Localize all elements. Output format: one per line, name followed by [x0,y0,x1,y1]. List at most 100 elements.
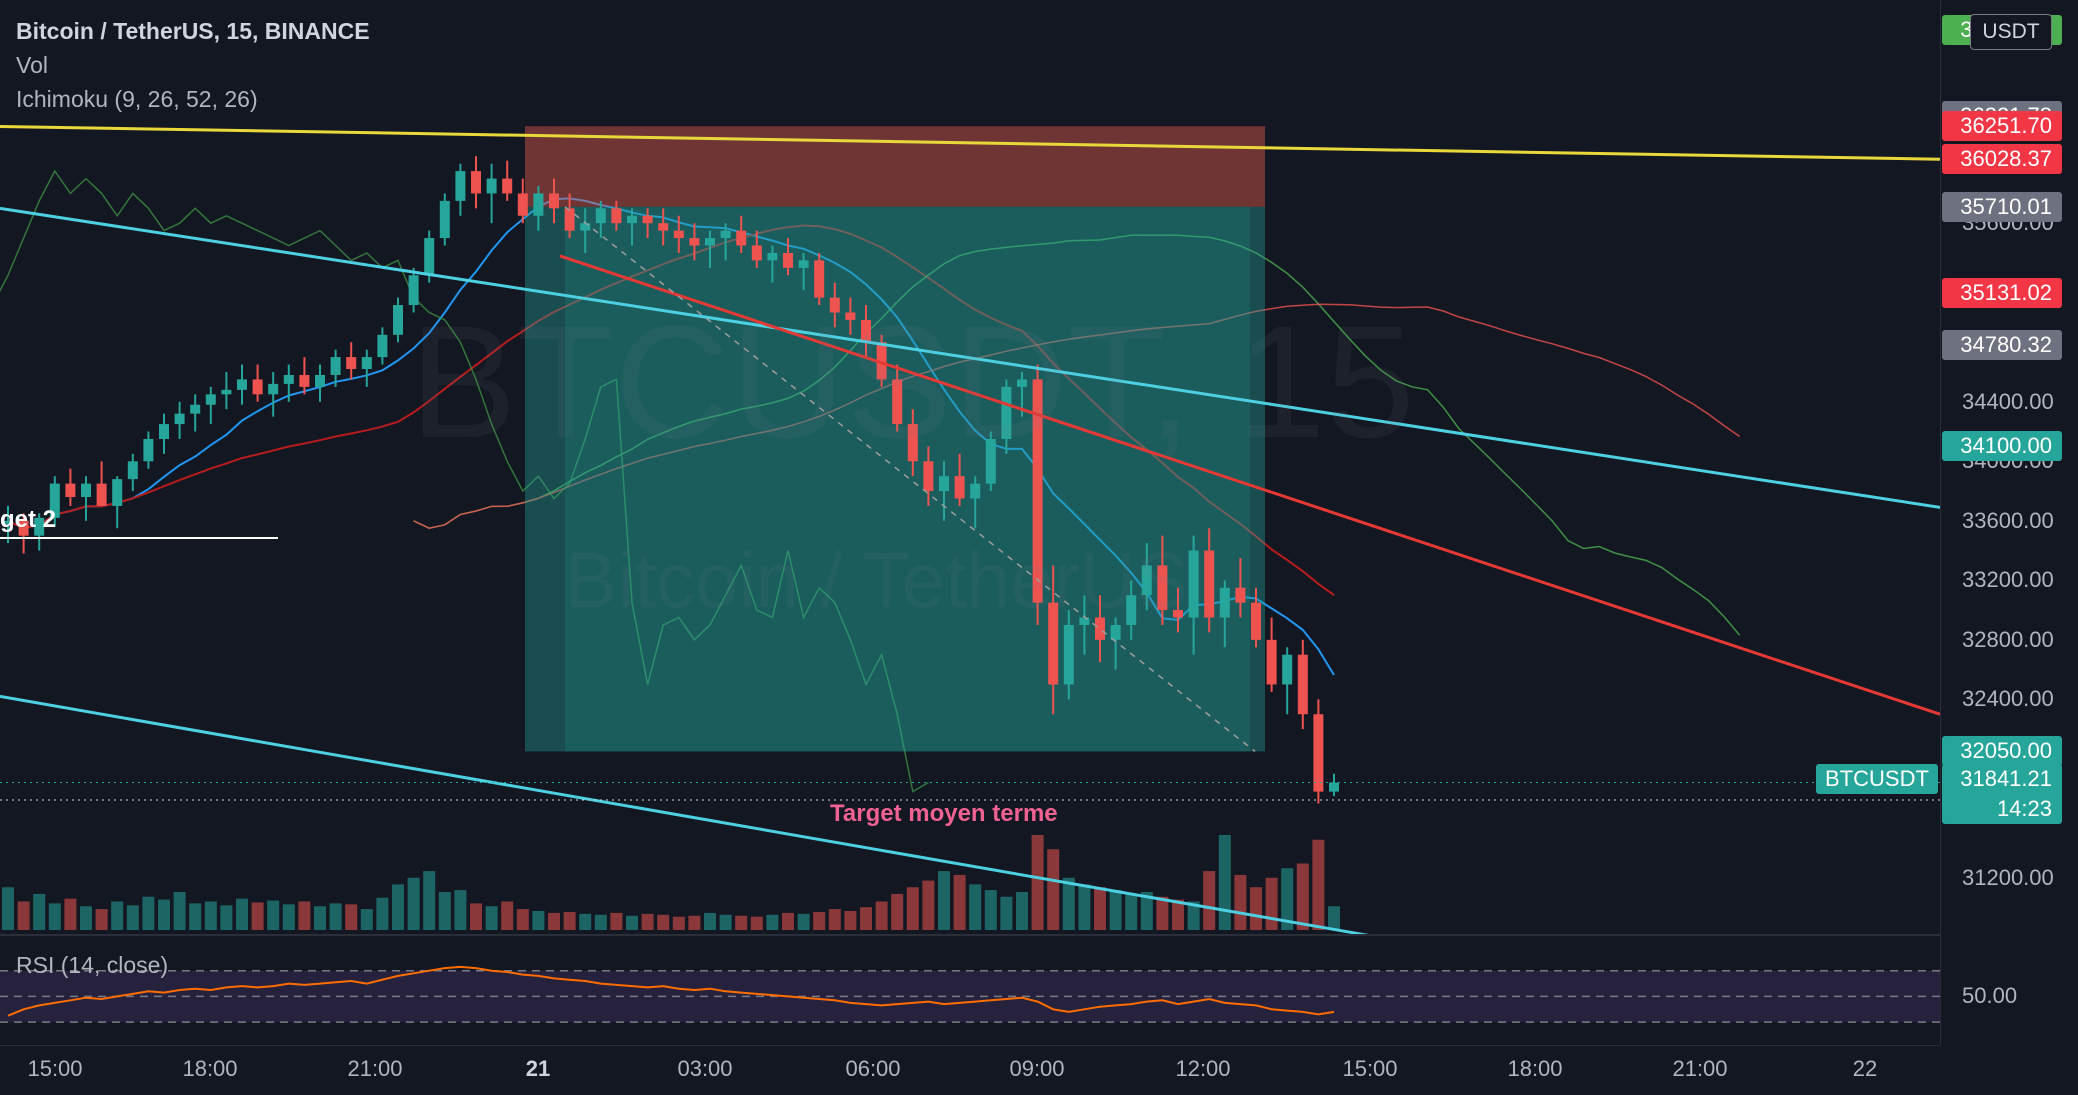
time-tick: 22 [1852,1056,1878,1081]
watermark-pair: Bitcoin / TetherUS [565,536,1188,624]
time-tick: 06:00 [845,1056,901,1081]
price-tick: 32400.00 [1962,686,2054,712]
annotation-target-2[interactable]: get 2 [0,506,57,533]
trendline-trend-down [559,254,1940,716]
candle-body [751,245,762,261]
volume-bar [1218,835,1231,930]
volume-bar [158,899,170,930]
candle-body [143,438,154,462]
volume-bar [641,913,654,930]
candle-body [705,238,715,246]
candle-body [533,193,544,216]
bar-countdown: 14:23 [1996,796,2052,821]
kijun-sen-line [7,224,1335,596]
volume-bar [719,914,732,930]
senkou-span-a [413,234,1741,636]
candle-body [34,517,45,536]
candle-body [486,178,497,194]
volume-bar [844,911,857,930]
candle-body [1141,565,1152,596]
candle-body [159,424,169,439]
volume-bar [984,890,997,930]
price-level-label[interactable]: 35710.01 [1942,191,2062,222]
trendline-resistance [0,124,1940,161]
time-tick: 21:00 [347,1056,403,1081]
price-level-label[interactable]: 36028.37 [1942,144,2062,175]
candle-body [439,200,450,239]
volume-bar [314,906,326,930]
candle-body [49,483,60,518]
volume-bar [485,906,498,930]
price-level-label[interactable]: 34780.32 [1942,330,2062,361]
volume-bar [969,884,982,930]
price-level-label[interactable]: 32050.00 [1942,736,2062,767]
currency-selector[interactable]: USDT [1970,14,2052,50]
tenkan-sen-line [7,197,1335,676]
candle-body [783,252,793,268]
candle-body [876,342,887,380]
chart-background [0,0,1940,1045]
current-price-label: 31841.21 14:23 [1942,764,2062,824]
candle-body [595,208,606,224]
time-axis[interactable] [0,1045,1940,1095]
volume-bar [423,871,436,930]
price-axis[interactable] [1940,0,2078,1045]
price-tick: 31200.00 [1962,864,2054,890]
candle-body [627,215,637,224]
target-2-line[interactable] [0,537,278,539]
candle-body [861,319,871,343]
candle-body [408,275,419,306]
volume-bar [282,904,295,930]
rsi-legend[interactable]: RSI (14, close) [16,952,169,978]
candle-body [549,193,559,209]
volume-bar [1172,899,1184,930]
time-tick: 09:00 [1009,1056,1065,1081]
volume-bar [594,914,607,930]
price-level-label[interactable]: 34100.00 [1942,431,2062,462]
candle-body [65,483,76,497]
candle-body [829,297,840,313]
candle-body [315,374,325,387]
candle-body [1157,565,1168,611]
candle-body [580,223,591,231]
candle-body [907,424,918,462]
volume-bar [470,903,482,930]
price-level-label[interactable]: 35131.02 [1942,277,2062,308]
volume-bar [610,912,623,930]
symbol-price-tag: BTCUSDT [1816,764,1938,794]
volume-legend[interactable]: Vol [16,52,48,78]
volume-bar [1125,893,1138,930]
projection-dashed-line [564,206,1256,753]
volume-bar [672,916,685,930]
symbol-title[interactable]: Bitcoin / TetherUS, 15, BINANCE [16,18,370,44]
volume-bar [189,903,202,930]
candle-body [736,230,747,246]
volume-bar [236,898,248,930]
price-level-label[interactable]: 36251.70 [1942,111,2062,142]
current-price: 31841.21 [1960,766,2052,791]
candle-body [1048,602,1059,685]
candle-body [954,476,965,499]
ichimoku-legend[interactable]: Ichimoku (9, 26, 52, 26) [16,86,258,112]
volume-bar [704,912,716,930]
candle-body [1001,386,1012,439]
volume-bar [1234,874,1247,930]
price-chart[interactable] [0,0,1940,1045]
volume-bar [579,913,592,930]
candle-body [377,334,388,358]
volume-bar [345,904,358,930]
rsi-line [7,965,1335,1017]
volume-bar [80,906,92,930]
volume-bar [501,901,514,930]
candle-body [892,379,903,425]
volume-bar [33,893,46,930]
candle-body [845,312,856,320]
candle-body [1110,624,1121,640]
time-tick: 21 [525,1056,551,1081]
volume-bar [657,914,670,930]
annotation-target-medium[interactable]: Target moyen terme [830,800,1058,827]
volume-bar [1109,890,1122,930]
volume-bar [1062,877,1075,930]
price-tick: 33200.00 [1962,567,2054,593]
candle-body [642,215,653,224]
